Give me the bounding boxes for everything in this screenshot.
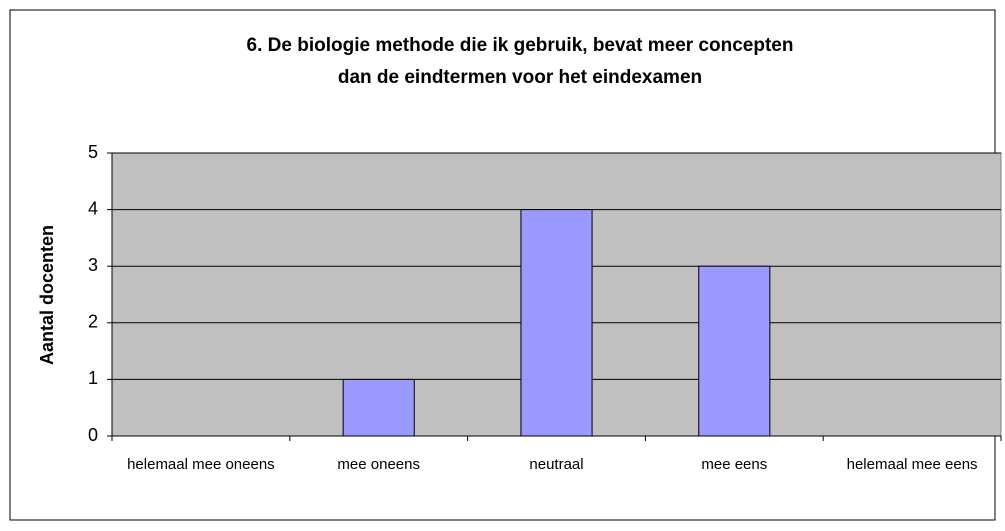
- y-tick-label: 5: [88, 142, 98, 162]
- x-tick-label: helemaal mee eens: [846, 456, 978, 473]
- y-tick-label: 2: [88, 312, 98, 332]
- bar: [342, 378, 415, 437]
- x-tick-label: mee oneens: [337, 456, 420, 473]
- x-tick-label: helemaal mee oneens: [127, 456, 275, 473]
- bar: [520, 209, 593, 437]
- x-tick-label: neutraal: [529, 456, 584, 473]
- x-tick-label: mee eens: [701, 456, 768, 473]
- y-tick-label: 0: [88, 425, 98, 445]
- y-axis-label: Aantal docenten: [37, 225, 57, 365]
- y-tick-label: 3: [88, 255, 98, 275]
- y-tick-label: 4: [88, 198, 98, 218]
- bar: [698, 265, 771, 437]
- y-tick-label: 1: [88, 368, 98, 388]
- chart-title: dan de eindtermen voor het eindexamen: [338, 67, 702, 88]
- chart-title: 6. De biologie methode die ik gebruik, b…: [247, 35, 794, 56]
